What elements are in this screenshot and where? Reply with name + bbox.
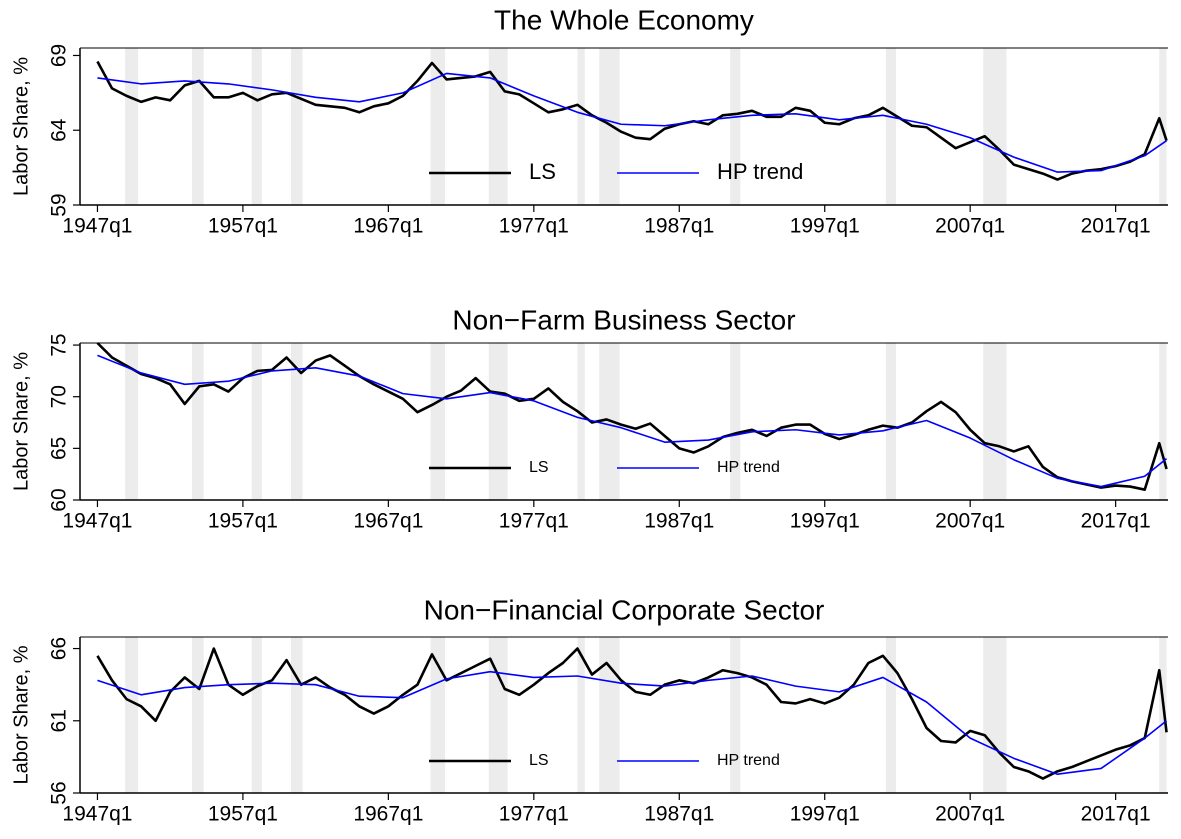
y-tick-label: 65 xyxy=(48,437,71,460)
recession-band xyxy=(885,343,896,500)
recession-band xyxy=(192,48,204,205)
recession-band xyxy=(125,48,139,205)
recession-band xyxy=(1159,637,1167,793)
recession-band xyxy=(251,48,262,205)
recession-band xyxy=(192,343,204,500)
x-tick-label: 1977q1 xyxy=(499,510,569,533)
y-axis-label: Labor Share, % xyxy=(10,57,32,196)
legend-label: LS xyxy=(529,459,549,476)
x-tick-label: 1957q1 xyxy=(208,510,278,533)
x-tick-label: 1987q1 xyxy=(644,215,714,238)
x-tick-label: 2007q1 xyxy=(935,803,1005,826)
x-tick-label: 1947q1 xyxy=(62,510,132,533)
series-line xyxy=(97,72,1168,173)
series-line xyxy=(96,647,1168,780)
recession-band xyxy=(430,48,446,205)
recession-band xyxy=(125,637,139,793)
x-tick-label: 2017q1 xyxy=(1081,510,1151,533)
series-line xyxy=(97,670,1168,776)
recession-band xyxy=(488,48,508,205)
recession-band xyxy=(488,637,508,793)
recession-band xyxy=(1159,343,1167,500)
recession-band xyxy=(290,48,303,205)
recession-band xyxy=(730,48,741,205)
y-tick-label: 70 xyxy=(48,385,71,408)
legend-label: HP trend xyxy=(717,159,803,184)
recession-band xyxy=(251,343,262,500)
x-tick-label: 2007q1 xyxy=(935,510,1005,533)
x-tick-label: 2017q1 xyxy=(1081,803,1151,826)
recession-band xyxy=(125,343,139,500)
x-tick-label: 2007q1 xyxy=(935,215,1005,238)
recession-band xyxy=(488,343,508,500)
legend-label: LS xyxy=(529,752,549,769)
y-tick-label: 75 xyxy=(48,333,71,356)
recession-band xyxy=(730,343,741,500)
recession-band xyxy=(599,48,620,205)
chart-title: The Whole Economy xyxy=(494,4,754,35)
legend-label: HP trend xyxy=(717,752,780,769)
x-tick-label: 1967q1 xyxy=(353,510,423,533)
chart-title: Non−Financial Corporate Sector xyxy=(424,594,825,625)
x-tick-label: 1977q1 xyxy=(499,215,569,238)
recession-band xyxy=(983,343,1007,500)
recession-band xyxy=(983,637,1007,793)
series-line xyxy=(97,354,1168,488)
x-tick-label: 1967q1 xyxy=(353,215,423,238)
recession-band xyxy=(430,637,446,793)
x-tick-label: 1957q1 xyxy=(208,215,278,238)
recession-band xyxy=(577,48,585,205)
series-line xyxy=(96,342,1168,491)
y-axis-label: Labor Share, % xyxy=(10,645,32,784)
recession-band xyxy=(577,343,585,500)
x-tick-label: 1997q1 xyxy=(790,803,860,826)
y-tick-label: 56 xyxy=(48,781,71,804)
recession-band xyxy=(290,343,303,500)
panel: The Whole Economy Labor Share, % 59 64 69 194… xyxy=(10,4,1168,238)
chart-title: Non−Farm Business Sector xyxy=(452,304,795,335)
recession-band xyxy=(430,343,446,500)
recession-band xyxy=(577,637,585,793)
panel: Non−Farm Business Sector Labor Share, % 60… xyxy=(10,304,1168,533)
x-tick-label: 1987q1 xyxy=(644,510,714,533)
x-tick-label: 1947q1 xyxy=(62,803,132,826)
recession-band xyxy=(290,637,303,793)
x-tick-label: 1967q1 xyxy=(353,803,423,826)
x-tick-label: 2017q1 xyxy=(1081,215,1151,238)
legend-label: LS xyxy=(529,159,556,184)
x-tick-label: 1947q1 xyxy=(62,215,132,238)
legend-label: HP trend xyxy=(717,459,780,476)
x-tick-label: 1957q1 xyxy=(208,803,278,826)
recession-band xyxy=(885,637,896,793)
series-line xyxy=(96,60,1168,181)
y-tick-label: 59 xyxy=(48,193,71,216)
y-tick-label: 60 xyxy=(48,488,71,511)
x-tick-label: 1997q1 xyxy=(790,510,860,533)
x-tick-label: 1987q1 xyxy=(644,803,714,826)
y-tick-label: 66 xyxy=(48,637,71,660)
recession-band xyxy=(192,637,204,793)
recession-band xyxy=(983,48,1007,205)
panel: Non−Financial Corporate Sector Labor Shar… xyxy=(10,594,1168,826)
y-tick-label: 64 xyxy=(48,118,71,142)
x-tick-label: 1977q1 xyxy=(499,803,569,826)
recession-band xyxy=(885,48,896,205)
x-tick-label: 1997q1 xyxy=(790,215,860,238)
recession-band xyxy=(730,637,741,793)
y-axis-label: Labor Share, % xyxy=(10,352,32,491)
y-tick-label: 69 xyxy=(48,44,71,67)
recession-band xyxy=(599,637,620,793)
recession-band xyxy=(251,637,262,793)
y-tick-label: 61 xyxy=(48,709,71,732)
